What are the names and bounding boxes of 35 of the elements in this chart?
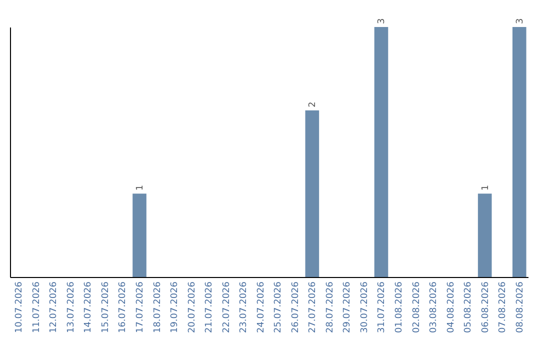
x-tick-label: 11.07.2026 [32, 281, 42, 334]
x-tick-label: 17.07.2026 [136, 281, 146, 334]
x-tick-label: 27.07.2026 [308, 281, 318, 334]
x-tick-label: 29.07.2026 [342, 281, 353, 334]
x-tick-label: 15.07.2026 [100, 281, 111, 334]
x-tick-label: 08.08.2026 [515, 281, 526, 334]
x-tick-label: 04.08.2026 [446, 281, 456, 334]
data-label: 3 [377, 18, 388, 24]
x-tick-label: 18.07.2026 [152, 281, 163, 334]
x-tick-label: 07.08.2026 [498, 281, 508, 334]
x-tick-label: 28.07.2026 [325, 281, 336, 334]
data-label: 3 [515, 18, 526, 24]
data-label: 2 [308, 102, 318, 108]
x-tick-label: 23.07.2026 [239, 281, 250, 334]
x-tick-label: 03.08.2026 [429, 281, 440, 334]
x-tick-label: 19.07.2026 [170, 281, 180, 334]
data-label: 1 [480, 184, 491, 191]
x-tick-label: 21.07.2026 [204, 281, 215, 334]
x-tick-label: 25.07.2026 [274, 281, 284, 334]
x-tick-label: 16.07.2026 [118, 281, 128, 334]
x-tick-label: 20.07.2026 [187, 281, 198, 334]
x-tick-label: 22.07.2026 [222, 281, 232, 334]
x-tick-label: 24.07.2026 [256, 281, 266, 334]
x-tick-label: 10.07.2026 [14, 281, 25, 334]
x-tick-label: 02.08.2026 [412, 281, 422, 334]
x-tick-label: 01.08.2026 [394, 281, 404, 334]
x-tick-label: 31.07.2026 [377, 281, 388, 334]
x-tick-label: 12.07.2026 [49, 281, 60, 334]
x-tick-label: 30.07.2026 [360, 281, 370, 334]
x-tick-label: 06.08.2026 [480, 281, 491, 334]
x-tick-label: 13.07.2026 [66, 281, 76, 334]
x-tick-label: 26.07.2026 [290, 281, 301, 334]
x-tick-label: 05.08.2026 [464, 281, 474, 334]
data-label: 1 [136, 184, 146, 191]
x-tick-label: 14.07.2026 [84, 281, 94, 334]
